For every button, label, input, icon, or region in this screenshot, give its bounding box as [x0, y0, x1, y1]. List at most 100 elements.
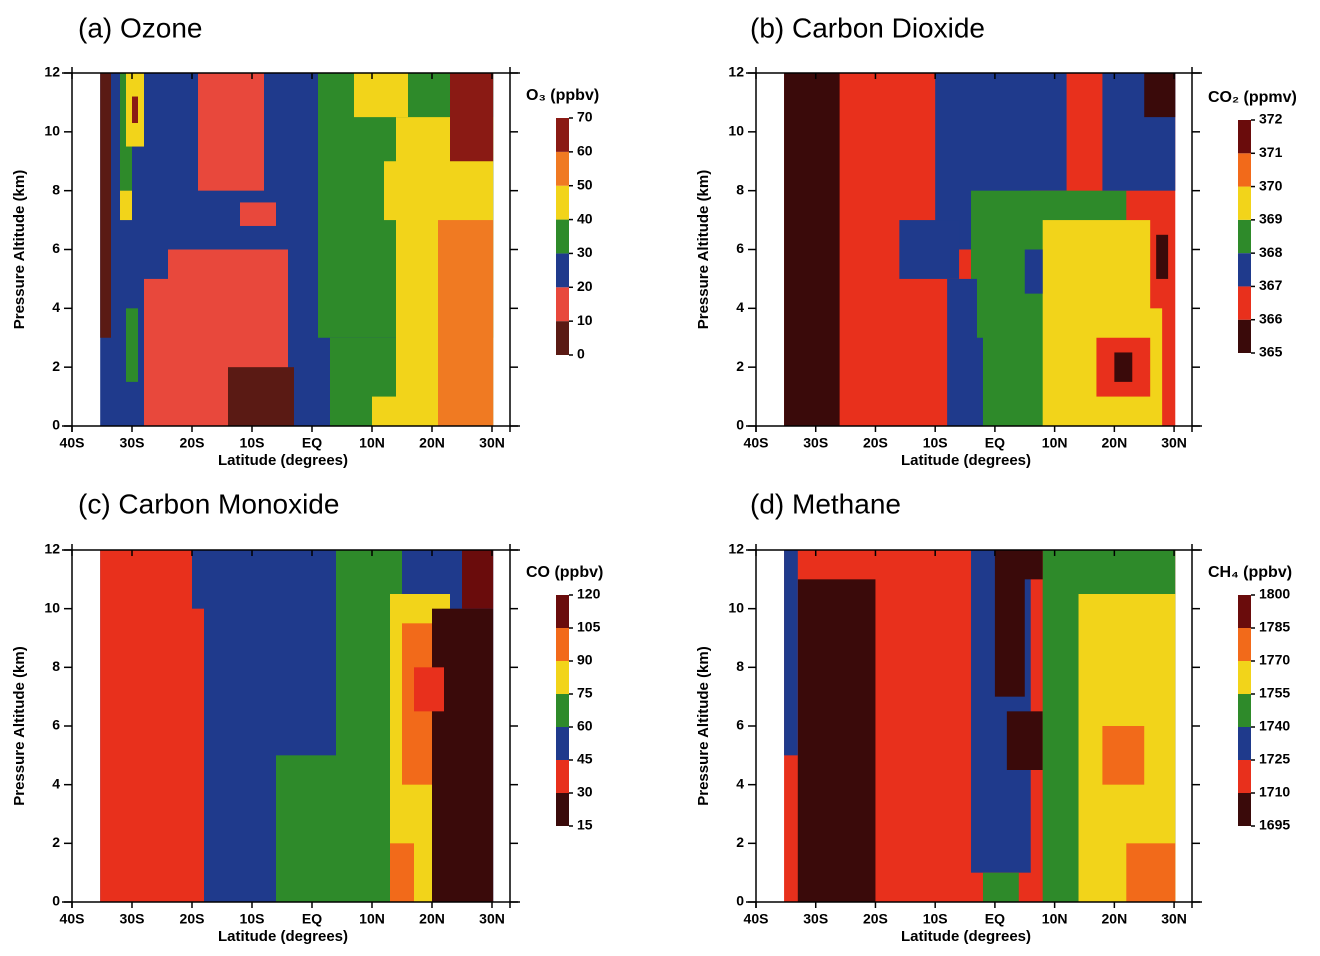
y-tick-label: 2	[52, 834, 60, 850]
colorbar-bin	[556, 727, 569, 760]
x-tick-label: 20N	[419, 435, 445, 451]
x-tick-label: 20N	[1102, 435, 1128, 451]
colorbar-tick-label: 1800	[1259, 586, 1290, 602]
x-tick-label: 10N	[1042, 911, 1068, 927]
colorbar-bin	[556, 219, 569, 254]
colorbar-tick-label: 1740	[1259, 718, 1290, 734]
panel: (a) Ozone 40S 30S 20S 10S EQ 10N 20N 30N 0 2 4 6 8 10 1…	[11, 12, 599, 469]
x-tick-label: 20N	[419, 911, 445, 927]
x-tick-label: 30S	[120, 435, 145, 451]
x-tick-label: 30N	[1161, 435, 1187, 451]
x-tick-label: 30S	[803, 911, 828, 927]
y-tick-label: 8	[736, 181, 744, 197]
x-tick-label: 20S	[863, 911, 888, 927]
y-tick-label: 6	[736, 717, 744, 733]
contour-region	[1114, 352, 1133, 382]
x-tick-label: 10N	[359, 435, 385, 451]
x-tick-label: EQ	[302, 911, 322, 927]
colorbar-bin	[1238, 694, 1251, 727]
x-tick-label: 40S	[744, 911, 769, 927]
colorbar-tick-label: 1695	[1259, 817, 1290, 833]
colorbar-bin	[556, 793, 569, 826]
colorbar-bin	[1238, 286, 1251, 320]
colorbar-label: O₃ (ppbv)	[526, 87, 599, 104]
colorbar-bin	[1238, 319, 1251, 353]
contour-region	[144, 278, 168, 426]
colorbar-label: CO₂ (ppmv)	[1208, 89, 1297, 106]
contour-region	[797, 579, 876, 902]
y-tick-label: 12	[728, 541, 744, 557]
colorbar-tick-label: 120	[577, 586, 601, 602]
contour-region	[1126, 843, 1176, 902]
contour-region	[390, 843, 414, 902]
contour-region	[994, 73, 1067, 191]
panel-title: (b) Carbon Dioxide	[750, 12, 985, 43]
colorbar-tick-label: 60	[577, 143, 593, 159]
colorbar-tick-label: 371	[1259, 144, 1283, 160]
x-tick-label: 30S	[803, 435, 828, 451]
contour-region	[198, 73, 264, 191]
contour-region	[1006, 711, 1043, 770]
y-tick-label: 12	[44, 541, 60, 557]
y-tick-label: 4	[736, 775, 744, 791]
x-tick-label: 20S	[180, 911, 205, 927]
colorbar-tick-label: 30	[577, 244, 593, 260]
x-tick-label: EQ	[985, 911, 1005, 927]
x-tick-label: 30N	[479, 911, 505, 927]
contour-region	[384, 161, 444, 221]
colorbar-tick-label: 1785	[1259, 619, 1290, 635]
colorbar-label: CH₄ (ppbv)	[1208, 564, 1292, 581]
colorbar-tick-label: 105	[577, 619, 601, 635]
colorbar-tick-label: 40	[577, 210, 593, 226]
x-tick-label: EQ	[985, 435, 1005, 451]
contour-region	[1024, 249, 1043, 294]
x-tick-label: 30S	[120, 911, 145, 927]
y-tick-label: 6	[736, 240, 744, 256]
colorbar-bin	[1238, 120, 1251, 154]
colorbar-bin	[1238, 595, 1251, 628]
contour-region	[438, 220, 494, 426]
colorbar-bin	[1238, 186, 1251, 220]
contour-region	[976, 249, 995, 338]
colorbar-bin	[556, 118, 569, 152]
y-tick-label: 12	[44, 64, 60, 80]
contour-region	[168, 608, 204, 902]
y-axis-label: Pressure Altitude (km)	[11, 646, 28, 806]
panel: (b) Carbon Dioxide 40S 30S 20S 10S EQ 10N 20N 30…	[695, 12, 1297, 469]
x-tick-label: EQ	[302, 435, 322, 451]
colorbar-bin	[556, 287, 569, 322]
colorbar-tick-label: 365	[1259, 344, 1283, 360]
contour-region	[1156, 234, 1169, 279]
colorbar-tick-label: 369	[1259, 211, 1283, 227]
colorbar-tick-label: 10	[577, 312, 593, 328]
colorbar-tick-label: 1755	[1259, 685, 1290, 701]
colorbar-tick-label: 75	[577, 685, 593, 701]
colorbar-bin	[1238, 760, 1251, 793]
y-tick-label: 2	[736, 358, 744, 374]
colorbar-tick-label: 370	[1259, 177, 1283, 193]
colorbar-tick-label: 50	[577, 176, 593, 192]
x-axis-label: Latitude (degrees)	[901, 928, 1031, 945]
contour-region	[784, 550, 798, 756]
colorbar-tick-label: 20	[577, 278, 593, 294]
colorbar-tick-label: 367	[1259, 277, 1283, 293]
y-tick-label: 0	[736, 893, 744, 909]
y-axis-label: Pressure Altitude (km)	[695, 170, 712, 330]
contour-region	[1006, 550, 1043, 580]
colorbar-bin	[1238, 253, 1251, 287]
colorbar-bin	[556, 595, 569, 628]
y-tick-label: 4	[52, 775, 60, 791]
colorbar-tick-label: 1770	[1259, 652, 1290, 668]
contour-region	[1102, 726, 1145, 785]
x-tick-label: 10N	[1042, 435, 1068, 451]
colorbar-bin	[556, 321, 569, 355]
colorbar-tick-label: 45	[577, 751, 593, 767]
colorbar-tick-label: 366	[1259, 310, 1283, 326]
x-tick-label: 10N	[359, 911, 385, 927]
y-tick-label: 2	[736, 834, 744, 850]
colorbar-bin	[556, 628, 569, 661]
contour-region	[432, 608, 494, 902]
colorbar-tick-label: 1725	[1259, 751, 1290, 767]
contour-region	[120, 190, 132, 221]
contour-region	[462, 550, 494, 609]
